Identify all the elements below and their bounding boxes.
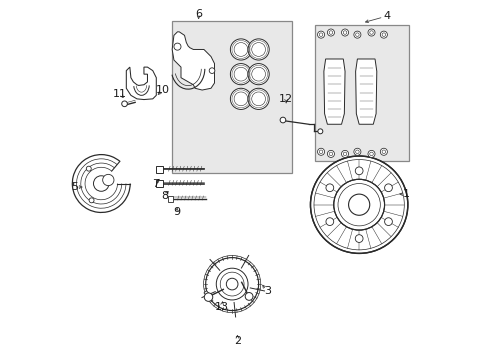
- Circle shape: [380, 31, 386, 38]
- Text: 10: 10: [155, 85, 169, 95]
- Circle shape: [89, 198, 94, 203]
- Polygon shape: [172, 32, 214, 90]
- Circle shape: [384, 218, 391, 225]
- Circle shape: [341, 150, 348, 157]
- Circle shape: [327, 150, 334, 157]
- Text: 7: 7: [152, 179, 159, 189]
- Text: 8: 8: [161, 191, 168, 201]
- Circle shape: [226, 278, 238, 290]
- Circle shape: [280, 117, 285, 123]
- Circle shape: [209, 68, 214, 73]
- Polygon shape: [126, 67, 156, 100]
- Polygon shape: [203, 291, 210, 297]
- Bar: [156, 166, 163, 172]
- Circle shape: [216, 268, 247, 300]
- Text: 11: 11: [113, 89, 127, 99]
- Circle shape: [205, 258, 258, 311]
- Text: 4: 4: [383, 11, 390, 21]
- Circle shape: [230, 39, 251, 60]
- Circle shape: [367, 29, 374, 36]
- Text: 5: 5: [71, 182, 78, 192]
- Circle shape: [353, 148, 360, 155]
- Text: 2: 2: [233, 336, 241, 346]
- Circle shape: [355, 167, 362, 175]
- Bar: [167, 196, 173, 202]
- Circle shape: [317, 148, 324, 155]
- Circle shape: [247, 88, 269, 109]
- Circle shape: [355, 235, 362, 242]
- Circle shape: [93, 176, 109, 191]
- Circle shape: [327, 29, 334, 36]
- Text: 13: 13: [214, 302, 228, 312]
- Circle shape: [247, 39, 269, 60]
- Text: 12: 12: [279, 94, 293, 104]
- Polygon shape: [355, 59, 376, 124]
- Circle shape: [333, 179, 384, 230]
- Circle shape: [325, 218, 333, 225]
- Circle shape: [244, 293, 252, 300]
- Circle shape: [310, 156, 407, 253]
- Bar: [172, 21, 291, 173]
- Bar: [314, 25, 407, 161]
- Circle shape: [102, 174, 114, 186]
- Bar: [156, 180, 163, 187]
- Circle shape: [230, 88, 251, 109]
- Text: 3: 3: [264, 286, 270, 296]
- Circle shape: [86, 166, 91, 171]
- Circle shape: [348, 194, 369, 215]
- Circle shape: [341, 29, 348, 36]
- Circle shape: [317, 31, 324, 38]
- Circle shape: [317, 129, 322, 134]
- Circle shape: [122, 101, 127, 107]
- Circle shape: [367, 150, 374, 157]
- Text: 1: 1: [403, 189, 409, 199]
- Circle shape: [380, 148, 386, 155]
- Circle shape: [353, 31, 360, 38]
- Circle shape: [247, 64, 269, 85]
- Text: 6: 6: [195, 9, 202, 19]
- Circle shape: [325, 184, 333, 192]
- Circle shape: [230, 64, 251, 85]
- Text: 9: 9: [173, 207, 180, 217]
- Circle shape: [204, 293, 212, 301]
- Polygon shape: [323, 59, 345, 124]
- Circle shape: [174, 43, 181, 50]
- Circle shape: [384, 184, 391, 192]
